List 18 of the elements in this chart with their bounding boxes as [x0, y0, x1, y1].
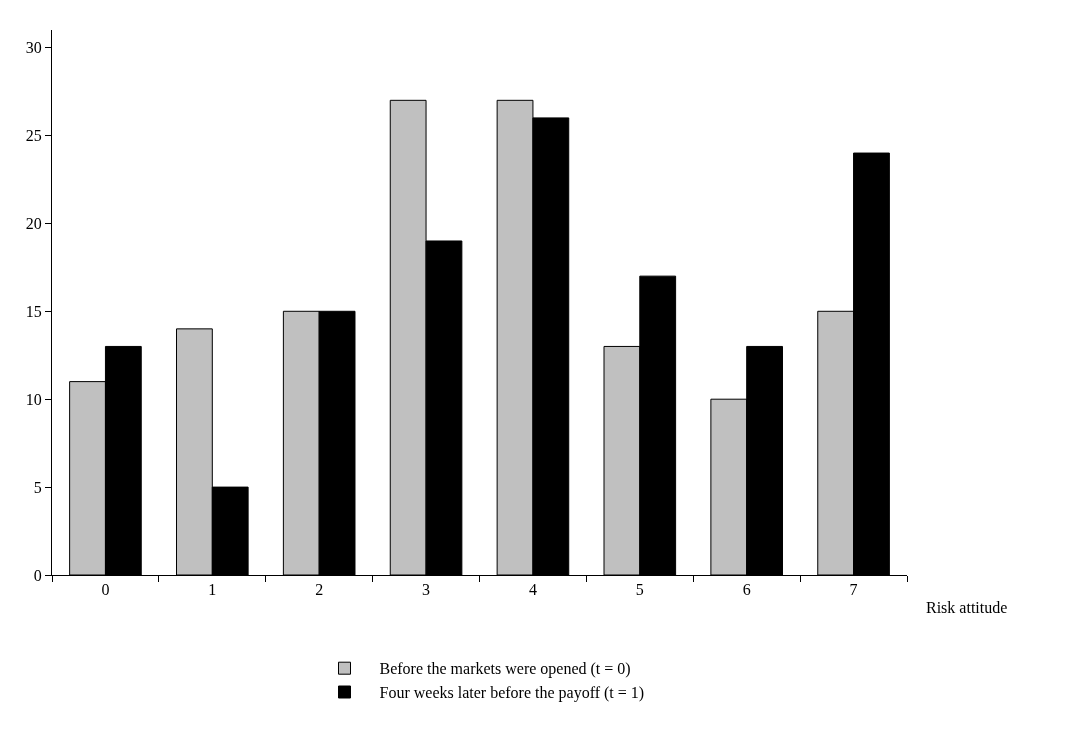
x-tick-label: 3: [422, 581, 431, 599]
x-axis-title: Risk attitude: [926, 599, 1008, 616]
x-tick-label: 1: [208, 581, 217, 599]
y-tick-label: 5: [33, 478, 42, 496]
legend-label: Before the markets were opened (t = 0): [379, 660, 631, 679]
x-tick-label: 7: [849, 581, 858, 599]
x-tick-label: 4: [528, 581, 537, 599]
y-tick-label: 20: [25, 214, 42, 232]
x-tick-label: 5: [635, 581, 644, 599]
y-tick-label: 10: [25, 390, 42, 408]
x-tick-label: 2: [315, 581, 324, 599]
y-tick-label: 15: [25, 302, 42, 320]
y-tick-label: 25: [25, 127, 42, 145]
legend-label: Four weeks later before the payoff (t = 1): [379, 684, 645, 703]
y-tick-label: 0: [33, 566, 42, 584]
y-tick-label: 30: [25, 39, 42, 57]
x-tick-label: 6: [742, 581, 751, 599]
x-tick-label: 0: [101, 581, 110, 599]
